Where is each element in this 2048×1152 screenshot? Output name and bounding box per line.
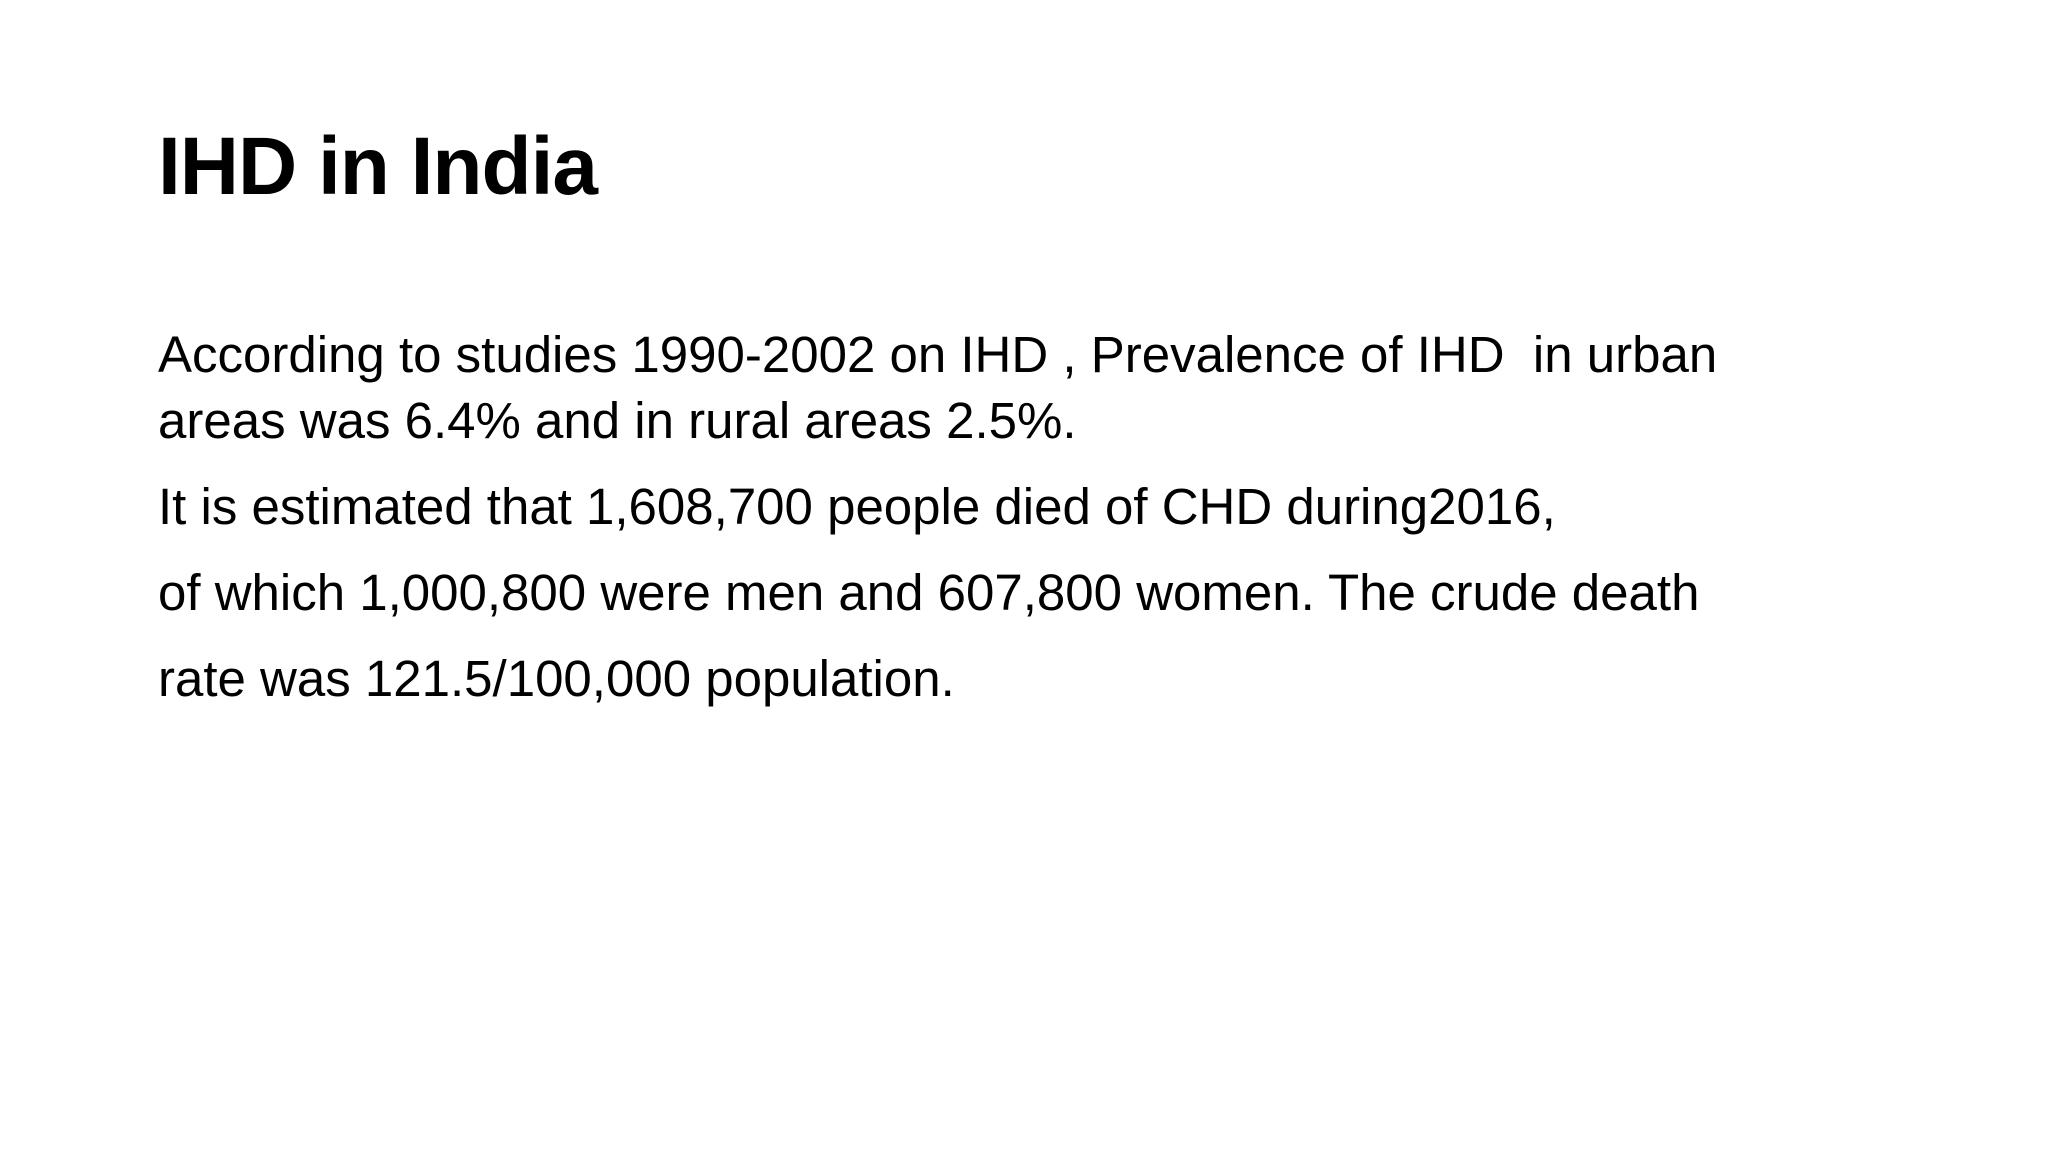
body-line: It is estimated that 1,608,700 people di… [158,478,1556,535]
slide-title: IHD in India [158,121,598,212]
body-line: rate was 121.5/100,000 population. [158,650,955,707]
body-paragraph-deaths: It is estimated that 1,608,700 people di… [158,474,1918,540]
body-paragraph-prevalence: According to studies 1990-2002 on IHD , … [158,322,1918,454]
body-paragraph-death-rate: rate was 121.5/100,000 population. [158,646,1918,712]
body-paragraph-gender-split: of which 1,000,800 were men and 607,800 … [158,560,1918,626]
slide-body: According to studies 1990-2002 on IHD , … [158,322,1918,712]
body-line: areas was 6.4% and in rural areas 2.5%. [158,392,1077,449]
body-line: of which 1,000,800 were men and 607,800 … [158,564,1700,621]
body-line: According to studies 1990-2002 on IHD , … [158,326,1718,383]
